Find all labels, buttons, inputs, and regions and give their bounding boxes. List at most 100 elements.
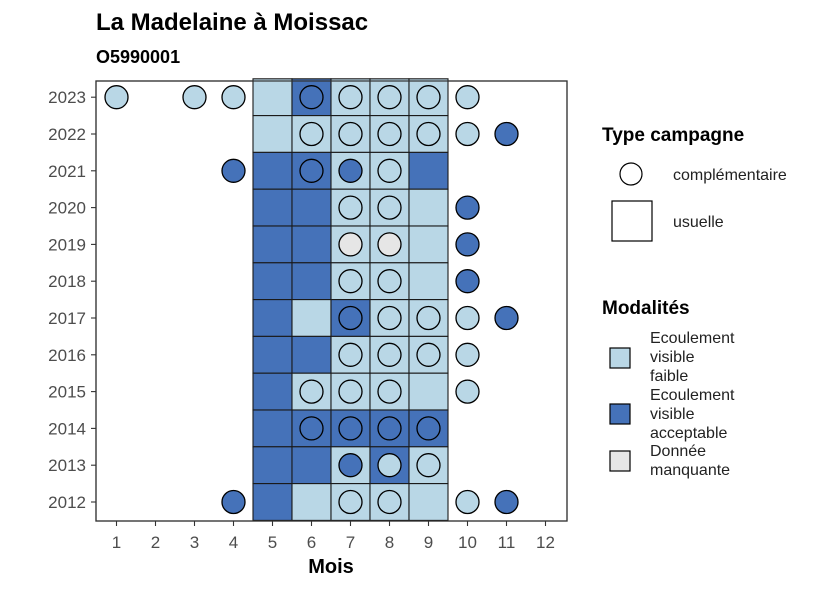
tile-2018-9 bbox=[408, 262, 449, 301]
point-2012-4 bbox=[221, 489, 246, 515]
point-2013-9 bbox=[416, 453, 441, 478]
legend-manquante-label: manquante bbox=[650, 462, 730, 479]
point-2023-6 bbox=[299, 85, 324, 110]
legend-modalites-items: Ecoulement visible faible Ecoulement visible… bbox=[609, 330, 735, 479]
tile-2012-5 bbox=[252, 483, 293, 521]
x-tick-label: 5 bbox=[268, 533, 277, 552]
tile-2021-7 bbox=[330, 151, 371, 190]
tile-2017-5 bbox=[252, 299, 293, 337]
x-tick-label: 10 bbox=[458, 533, 477, 552]
tile-2019-5 bbox=[252, 225, 293, 264]
legend-manquante-key bbox=[609, 450, 631, 472]
point-2014-7 bbox=[338, 416, 363, 441]
point-2012-8 bbox=[377, 489, 402, 515]
point-2014-9 bbox=[416, 416, 441, 441]
x-axis: 1 2 3 4 5 6 7 8 9 10 11 12 bbox=[112, 521, 555, 552]
y-tick-label: 2015 bbox=[48, 383, 86, 402]
point-2012-10 bbox=[455, 489, 480, 515]
point-2020-10 bbox=[455, 195, 480, 220]
point-2021-6 bbox=[299, 158, 324, 183]
y-tick-label: 2020 bbox=[48, 199, 86, 218]
tile-2021-5 bbox=[252, 151, 293, 190]
point-2021-8 bbox=[377, 158, 402, 183]
complementaire-points bbox=[104, 85, 519, 515]
x-tick-label: 2 bbox=[151, 533, 160, 552]
legend-acceptable-key bbox=[609, 403, 631, 425]
tile-2018-6 bbox=[291, 262, 332, 301]
point-2023-10 bbox=[455, 85, 480, 110]
legend-manquante-label: Donnée bbox=[650, 443, 706, 460]
x-tick-label: 6 bbox=[307, 533, 316, 552]
y-tick-label: 2012 bbox=[48, 493, 86, 512]
chart-subtitle: O5990001 bbox=[96, 47, 180, 67]
chart-title: La Madelaine à Moissac bbox=[96, 9, 368, 36]
tile-2020-6 bbox=[291, 188, 332, 227]
point-2017-11 bbox=[494, 305, 519, 331]
point-2020-7 bbox=[338, 195, 363, 220]
point-2022-9 bbox=[416, 121, 441, 147]
tile-2013-5 bbox=[252, 446, 293, 485]
point-2015-8 bbox=[377, 379, 402, 404]
legend-complementaire-key bbox=[619, 162, 643, 186]
legend-acceptable-label: Ecoulement bbox=[650, 387, 735, 404]
legend-usuelle-key bbox=[611, 200, 653, 242]
point-2019-7 bbox=[338, 232, 363, 257]
point-2012-11 bbox=[494, 489, 519, 515]
y-tick-label: 2013 bbox=[48, 456, 86, 475]
x-tick-label: 4 bbox=[229, 533, 238, 552]
tile-2019-9 bbox=[408, 225, 449, 264]
y-tick-label: 2016 bbox=[48, 346, 86, 365]
point-2022-6 bbox=[299, 121, 324, 147]
tile-2014-5 bbox=[252, 409, 293, 448]
point-2018-8 bbox=[377, 269, 402, 294]
point-2014-6 bbox=[299, 416, 324, 441]
tile-2016-6 bbox=[291, 335, 332, 374]
point-2015-6 bbox=[299, 379, 324, 404]
tile-2015-9 bbox=[408, 372, 449, 411]
x-tick-label: 12 bbox=[536, 533, 555, 552]
y-tick-label: 2021 bbox=[48, 162, 86, 181]
tile-2020-5 bbox=[252, 188, 293, 227]
point-2016-10 bbox=[455, 342, 480, 367]
point-2019-10 bbox=[455, 232, 480, 257]
point-2018-10 bbox=[455, 269, 480, 294]
x-tick-label: 11 bbox=[498, 533, 516, 552]
x-tick-label: 8 bbox=[385, 533, 394, 552]
point-2023-4 bbox=[221, 85, 246, 110]
point-2022-10 bbox=[455, 121, 480, 147]
point-2023-1 bbox=[104, 85, 129, 110]
point-2014-8 bbox=[377, 416, 402, 441]
point-2016-8 bbox=[377, 342, 402, 367]
tile-2019-6 bbox=[291, 225, 332, 264]
tile-2012-9 bbox=[408, 483, 449, 521]
point-2023-9 bbox=[416, 85, 441, 110]
tile-2012-6 bbox=[291, 483, 332, 521]
y-tick-label: 2017 bbox=[48, 309, 86, 328]
legend-faible-key bbox=[609, 347, 631, 369]
tile-2022-6 bbox=[291, 115, 332, 153]
tile-2016-5 bbox=[252, 335, 293, 374]
x-tick-label: 9 bbox=[424, 533, 433, 552]
point-2022-8 bbox=[377, 121, 402, 147]
legend-usuelle-label: usuelle bbox=[673, 214, 724, 231]
point-2016-9 bbox=[416, 342, 441, 367]
point-2023-3 bbox=[182, 85, 207, 110]
point-2020-8 bbox=[377, 195, 402, 220]
point-2022-11 bbox=[494, 121, 519, 147]
legend-modalites-title: Modalités bbox=[602, 298, 690, 319]
point-2017-9 bbox=[416, 305, 441, 331]
x-tick-label: 3 bbox=[190, 533, 199, 552]
tile-2021-9 bbox=[408, 151, 449, 190]
tile-2017-6 bbox=[291, 299, 332, 337]
point-2018-7 bbox=[338, 269, 363, 294]
point-2019-8 bbox=[377, 232, 402, 257]
tile-2013-6 bbox=[291, 446, 332, 485]
point-2017-10 bbox=[455, 305, 480, 331]
y-tick-label: 2023 bbox=[48, 88, 86, 107]
point-2013-7 bbox=[338, 453, 363, 478]
x-tick-label: 7 bbox=[346, 533, 355, 552]
legend-faible-label: faible bbox=[650, 368, 688, 385]
point-2015-10 bbox=[455, 379, 480, 404]
legend-type-title: Type campagne bbox=[602, 125, 744, 146]
